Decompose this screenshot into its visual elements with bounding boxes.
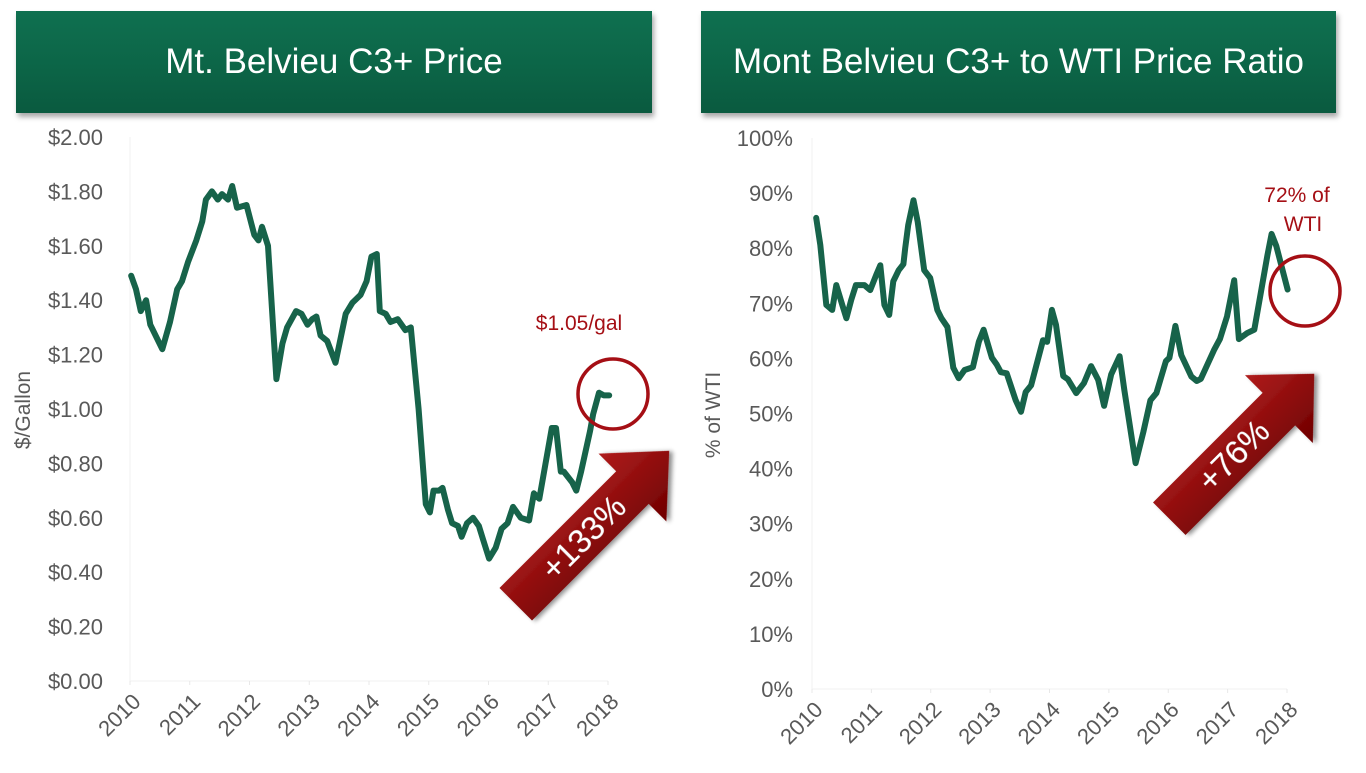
left-chart-title-bar: Mt. Belvieu C3+ Price <box>16 11 652 113</box>
x-tick-label: 2012 <box>894 697 946 749</box>
x-tick-label: 2011 <box>836 697 887 748</box>
right-chart-y-tick-labels: 0% 10% 20% 30% 40% 50% 60% 70% 80% 90% 100% <box>737 126 793 702</box>
x-tick-label: 2016 <box>1131 697 1183 749</box>
y-tick-label: $0.20 <box>48 615 103 640</box>
left-chart-increase-label: +133% <box>534 488 633 587</box>
left-chart-x-tick-labels: 2010 2011 2012 2013 2014 2015 2016 2017 2018 <box>93 681 624 741</box>
right-chart-highlight-circle <box>1268 254 1342 328</box>
x-tick-label: 2018 <box>571 689 623 741</box>
y-tick-label: 20% <box>749 567 793 592</box>
y-tick-label: $0.00 <box>48 669 103 694</box>
x-tick-label: 2017 <box>1191 697 1243 749</box>
y-tick-label: $1.00 <box>48 397 103 422</box>
y-tick-label: $1.80 <box>48 179 103 204</box>
x-tick-label: 2013 <box>953 697 1005 749</box>
y-tick-label: $0.80 <box>48 451 103 476</box>
x-tick-label: 2010 <box>775 697 827 749</box>
x-tick-label: 2015 <box>1072 697 1124 749</box>
right-chart-ratio-line <box>813 197 1291 467</box>
x-tick-label: 2015 <box>392 689 444 741</box>
y-tick-label: 30% <box>749 512 793 537</box>
y-tick-label: $0.60 <box>48 506 103 531</box>
x-tick-label: 2014 <box>332 689 384 741</box>
right-chart-title-bar: Mont Belvieu C3+ to WTI Price Ratio <box>701 11 1336 113</box>
right-chart-x-tick-labels: 2010 2011 2012 2013 2014 2015 2016 2017 2018 <box>775 689 1303 749</box>
left-chart-y-axis-title: $/Gallon <box>12 371 35 449</box>
x-tick-label: 2017 <box>511 689 563 741</box>
right-chart-ratio-label-line2: WTI <box>1284 213 1322 236</box>
left-chart-title: Mt. Belvieu C3+ Price <box>165 42 503 81</box>
y-tick-label: 40% <box>749 457 793 482</box>
y-tick-label: $1.40 <box>48 288 103 313</box>
left-chart-highlight-circle <box>576 357 650 431</box>
x-tick-label: 2016 <box>452 689 504 741</box>
y-tick-label: 80% <box>749 236 793 261</box>
y-tick-label: $1.60 <box>48 234 103 259</box>
y-tick-label: 0% <box>761 677 793 702</box>
x-tick-label: 2013 <box>272 689 324 741</box>
right-chart: 0%10%20%30%40%50%60%70%80%90%100% 2010 20… <box>702 126 1342 749</box>
right-chart-increase-arrow: +76% <box>1153 373 1315 535</box>
right-chart-axes <box>811 138 1287 690</box>
right-chart-y-axis-title: % of WTI <box>702 372 725 458</box>
arrow-up-right-icon <box>499 450 670 621</box>
left-chart-y-tick-labels: $0.00 $0.20 $0.40 $0.60 $0.80 $1.00 $1.20 $1.40… <box>48 125 103 694</box>
x-tick-label: 2010 <box>93 689 145 741</box>
y-tick-label: 90% <box>749 181 793 206</box>
y-tick-label: 10% <box>749 622 793 647</box>
left-chart-increase-arrow: +133% <box>499 450 670 621</box>
x-tick-label: 2011 <box>154 689 205 740</box>
right-chart-ratio-label-line1: 72% of <box>1264 184 1330 207</box>
right-chart-title: Mont Belvieu C3+ to WTI Price Ratio <box>733 42 1304 81</box>
x-tick-label: 2018 <box>1250 697 1302 749</box>
y-tick-label: $2.00 <box>48 125 103 150</box>
y-tick-label: 50% <box>749 402 793 427</box>
arrow-up-right-icon <box>1153 373 1315 535</box>
x-tick-label: 2014 <box>1013 697 1065 749</box>
y-tick-label: 70% <box>749 291 793 316</box>
y-tick-label: $1.20 <box>48 343 103 368</box>
left-chart: $0.00 $0.20 $0.40 $0.60 $0.80 $1.00 $1.20 $1.40… <box>12 125 670 741</box>
left-chart-price-line <box>128 183 613 562</box>
y-tick-label: $0.40 <box>48 560 103 585</box>
left-chart-current-price-label: $1.05/gal <box>536 312 622 335</box>
x-tick-label: 2012 <box>213 689 265 741</box>
y-tick-label: 100% <box>737 126 793 151</box>
y-tick-label: 60% <box>749 346 793 371</box>
